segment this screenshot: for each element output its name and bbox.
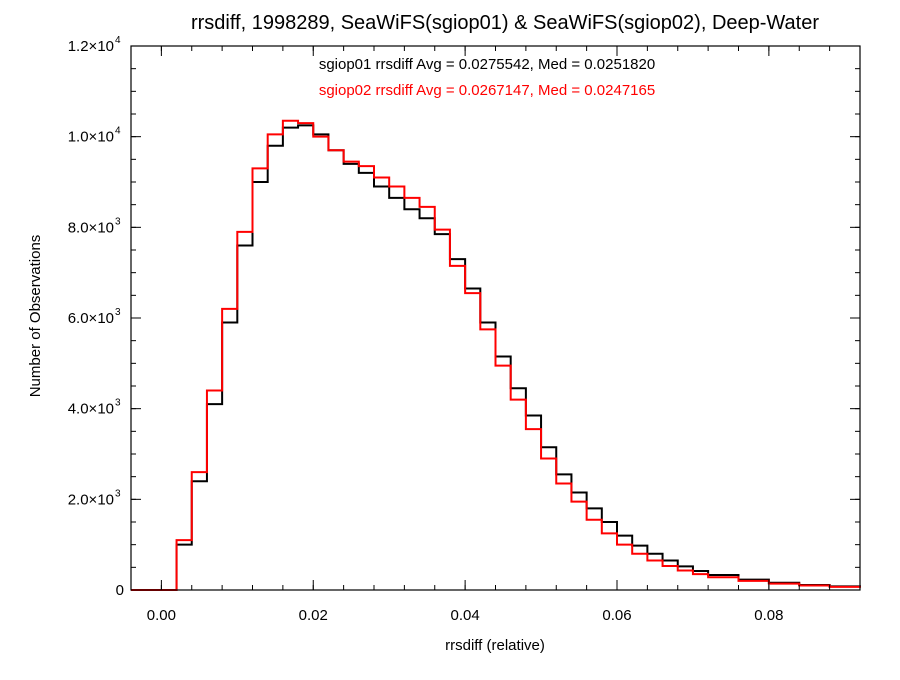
- y-tick-exponent: 3: [115, 307, 121, 318]
- x-tick-label: 0.02: [299, 607, 328, 624]
- series-line-1: [131, 124, 861, 591]
- x-tick-label: 0.08: [754, 607, 783, 624]
- series-line-2: [131, 119, 861, 591]
- chart-title: rrsdiff, 1998289, SeaWiFS(sgiop01) & Sea…: [191, 12, 819, 34]
- y-tick-exponent: 4: [115, 35, 121, 46]
- y-tick-label: 8.0×10: [68, 219, 114, 236]
- x-axis-label: rrsdiff (relative): [445, 637, 545, 654]
- annotation-sgiop01: sgiop01 rrsdiff Avg = 0.0275542, Med = 0…: [319, 56, 655, 73]
- x-tick-label: 0.00: [147, 607, 176, 624]
- y-tick-label: 4.0×10: [68, 401, 114, 418]
- annotation-sgiop02: sgiop02 rrsdiff Avg = 0.0267147, Med = 0…: [319, 82, 655, 99]
- plot-frame: [130, 45, 861, 591]
- y-tick-exponent: 3: [115, 488, 121, 499]
- y-tick-exponent: 4: [115, 126, 121, 137]
- y-tick-label: 1.2×10: [68, 38, 114, 55]
- y-axis-label: Number of Observations: [27, 235, 44, 398]
- y-tick-exponent: 3: [115, 398, 121, 409]
- y-tick-label: 2.0×10: [68, 491, 114, 508]
- y-tick-label: 1.0×10: [68, 129, 114, 146]
- x-tick-label: 0.04: [451, 607, 480, 624]
- y-tick-label: 6.0×10: [68, 310, 114, 327]
- y-tick-exponent: 3: [115, 216, 121, 227]
- x-tick-label: 0.06: [602, 607, 631, 624]
- y-tick-label: 0: [116, 582, 124, 599]
